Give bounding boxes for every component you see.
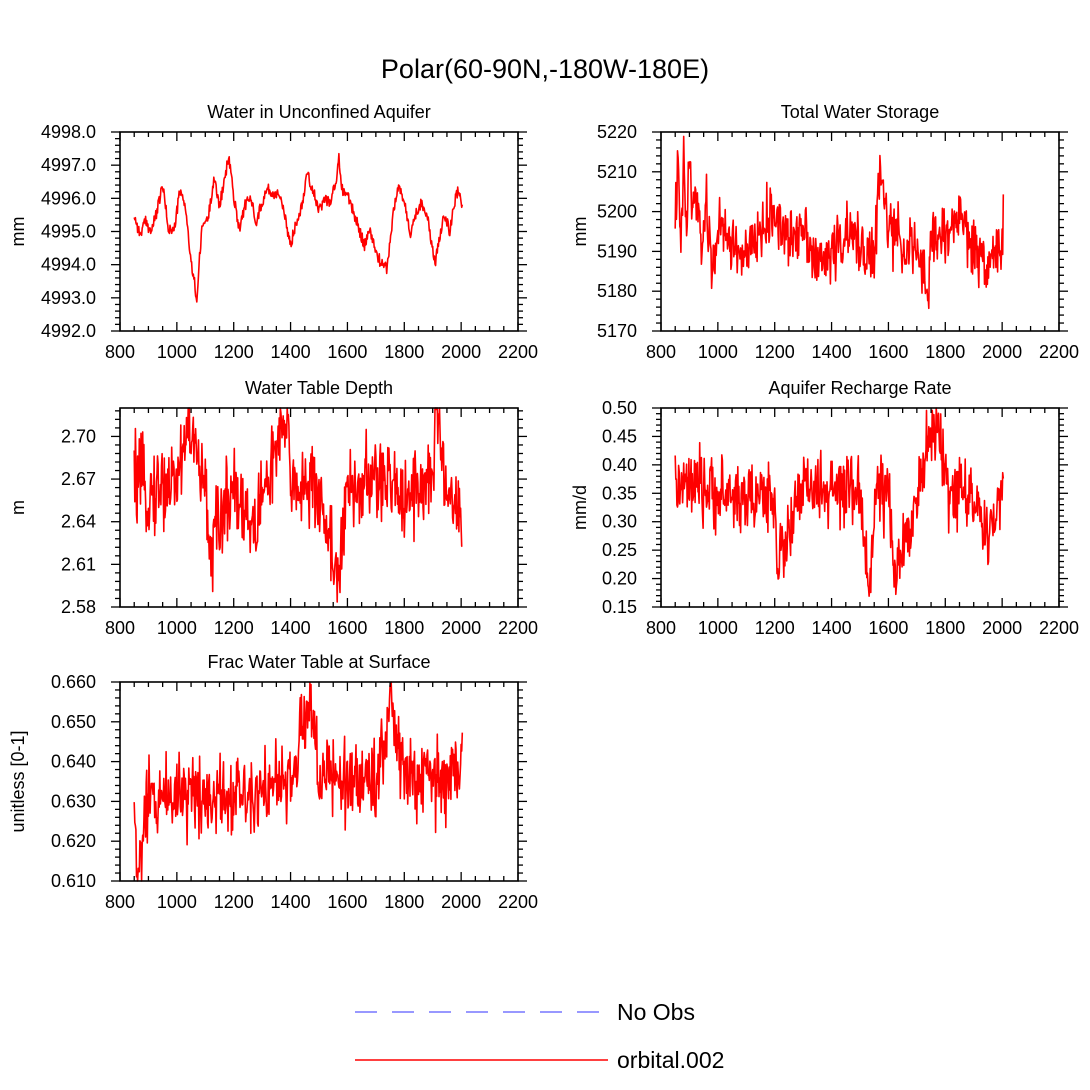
y-axis-label: m <box>8 500 28 515</box>
y-tick-label: 2.61 <box>61 554 96 574</box>
x-tick-label: 1000 <box>157 342 197 362</box>
x-tick-label: 1400 <box>812 618 852 638</box>
panel-title: Frac Water Table at Surface <box>207 652 430 672</box>
x-tick-label: 1000 <box>157 892 197 912</box>
x-tick-label: 2200 <box>498 342 538 362</box>
x-tick-label: 1800 <box>384 892 424 912</box>
panel-title: Total Water Storage <box>781 102 939 122</box>
y-tick-label: 0.35 <box>602 483 637 503</box>
x-tick-label: 1800 <box>925 618 965 638</box>
y-tick-label: 0.660 <box>51 672 96 692</box>
y-axis-label: unitless [0-1] <box>8 730 28 832</box>
x-tick-label: 1600 <box>327 892 367 912</box>
y-tick-label: 0.610 <box>51 871 96 891</box>
y-tick-label: 0.650 <box>51 712 96 732</box>
y-tick-label: 0.630 <box>51 791 96 811</box>
x-tick-label: 800 <box>105 618 135 638</box>
y-tick-label: 4992.0 <box>41 321 96 341</box>
x-tick-label: 2000 <box>982 342 1022 362</box>
y-tick-label: 0.50 <box>602 398 637 418</box>
y-tick-label: 4996.0 <box>41 188 96 208</box>
x-tick-label: 1600 <box>327 342 367 362</box>
y-tick-label: 2.70 <box>61 426 96 446</box>
panel-title: Water in Unconfined Aquifer <box>207 102 430 122</box>
plot-frame <box>119 131 519 332</box>
panel-total-water: Total Water Storage 800 1000 1200 1400 1600 18… <box>570 102 1079 362</box>
x-tick-label: 1200 <box>214 342 254 362</box>
x-tick-label: 2000 <box>441 342 481 362</box>
y-tick-label: 0.620 <box>51 831 96 851</box>
x-tick-label: 2000 <box>441 618 481 638</box>
x-tick-label: 2200 <box>498 618 538 638</box>
x-tick-label: 1000 <box>698 618 738 638</box>
y-tick-label: 2.67 <box>61 469 96 489</box>
y-tick-label: 2.58 <box>61 597 96 617</box>
x-tick-label: 1400 <box>271 342 311 362</box>
y-tick-label: 4995.0 <box>41 222 96 242</box>
panel-recharge-rate: Aquifer Recharge Rate 800 1000 1200 1400 1600… <box>570 378 1079 638</box>
y-axis-label: mm/d <box>570 485 590 530</box>
y-tick-label: 5190 <box>597 241 637 261</box>
y-axis-label: mm <box>8 217 28 247</box>
x-tick-label: 1200 <box>214 892 254 912</box>
y-tick-label: 0.30 <box>602 512 637 532</box>
legend: No Obs orbital.002 <box>355 999 724 1073</box>
y-tick-label: 0.45 <box>602 426 637 446</box>
x-tick-label: 1200 <box>755 342 795 362</box>
y-tick-label: 0.20 <box>602 569 637 589</box>
y-tick-label: 5220 <box>597 122 637 142</box>
x-tick-label: 2200 <box>498 892 538 912</box>
x-tick-label: 1800 <box>384 342 424 362</box>
x-tick-label: 800 <box>105 892 135 912</box>
y-tick-label: 5180 <box>597 281 637 301</box>
series-line-orbital.002 <box>133 681 464 882</box>
y-tick-label: 0.15 <box>602 597 637 617</box>
x-tick-label: 1600 <box>868 342 908 362</box>
x-tick-label: 1400 <box>271 892 311 912</box>
y-tick-label: 4993.0 <box>41 288 96 308</box>
x-tick-label: 800 <box>105 342 135 362</box>
x-tick-label: 1400 <box>812 342 852 362</box>
x-tick-label: 1200 <box>755 618 795 638</box>
y-tick-label: 5210 <box>597 162 637 182</box>
x-tick-label: 1200 <box>214 618 254 638</box>
y-tick-label: 0.640 <box>51 752 96 772</box>
series-line-orbital.002 <box>133 407 463 603</box>
x-tick-label: 2200 <box>1039 618 1079 638</box>
y-tick-label: 2.64 <box>61 512 96 532</box>
y-tick-label: 5200 <box>597 202 637 222</box>
x-tick-label: 1600 <box>868 618 908 638</box>
x-tick-label: 1800 <box>384 618 424 638</box>
y-tick-label: 0.25 <box>602 540 637 560</box>
x-tick-label: 2200 <box>1039 342 1079 362</box>
x-tick-label: 1600 <box>327 618 367 638</box>
series-line-orbital.002 <box>674 407 1005 598</box>
y-tick-label: 5170 <box>597 321 637 341</box>
panel-title: Aquifer Recharge Rate <box>768 378 951 398</box>
x-tick-label: 1800 <box>925 342 965 362</box>
y-tick-label: 4998.0 <box>41 122 96 142</box>
x-tick-label: 1000 <box>157 618 197 638</box>
x-tick-label: 800 <box>646 618 676 638</box>
x-tick-label: 1000 <box>698 342 738 362</box>
legend-label: No Obs <box>617 999 695 1025</box>
y-axis-label: mm <box>570 217 590 247</box>
figure-title: Polar(60-90N,-180W-180E) <box>381 54 709 84</box>
x-tick-label: 800 <box>646 342 676 362</box>
panel-water-table-depth: Water Table Depth 800 1000 1200 1400 1600 1800… <box>8 378 538 638</box>
panels: Water in Unconfined Aquifer 800 1000 1200 14… <box>8 102 1079 912</box>
y-tick-label: 4997.0 <box>41 155 96 175</box>
legend-label: orbital.002 <box>617 1047 724 1073</box>
panel-title: Water Table Depth <box>245 378 393 398</box>
y-tick-label: 0.40 <box>602 455 637 475</box>
x-tick-label: 2000 <box>441 892 481 912</box>
series-line-orbital.002 <box>674 135 1005 310</box>
y-tick-label: 4994.0 <box>41 255 96 275</box>
panel-aquifer-water: Water in Unconfined Aquifer 800 1000 1200 14… <box>8 102 538 362</box>
panel-frac-water-table: Frac Water Table at Surface 800 1000 1200 14… <box>8 652 538 912</box>
x-tick-label: 1400 <box>271 618 311 638</box>
series-line-orbital.002 <box>133 152 464 303</box>
x-tick-label: 2000 <box>982 618 1022 638</box>
